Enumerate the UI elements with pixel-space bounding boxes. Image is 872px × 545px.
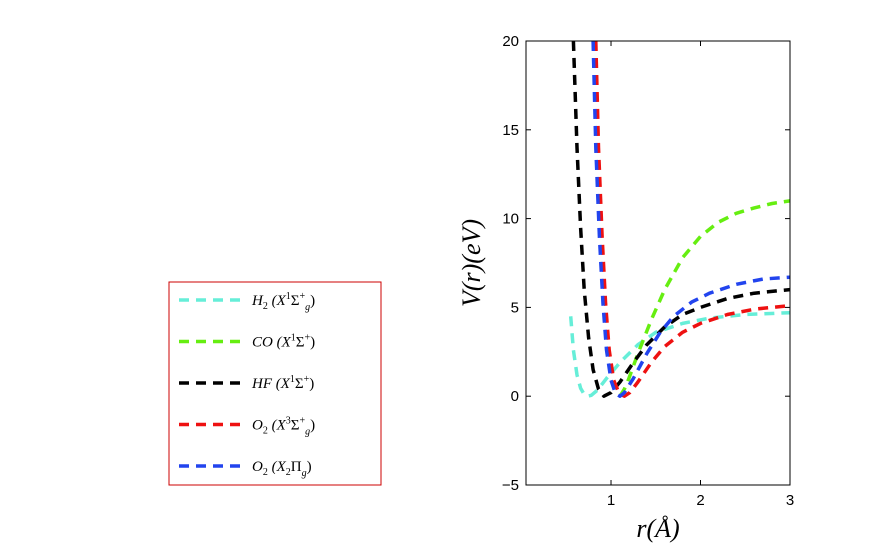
series-layer — [568, 41, 790, 398]
y-tick-label: 10 — [502, 211, 519, 228]
series-line-4 — [591, 41, 790, 398]
series-line-1 — [618, 199, 790, 398]
x-tick-label: 1 — [607, 492, 615, 509]
y-tick-label: 15 — [502, 122, 519, 139]
series-line-3 — [594, 41, 790, 398]
legend-label-2: HF (X1Σ+) — [251, 374, 314, 392]
legend-label-1: CO (X1Σ+) — [252, 333, 315, 351]
x-axis-title: r(Å) — [636, 514, 679, 543]
x-tick-label: 2 — [696, 492, 704, 509]
y-tick-label: 5 — [511, 299, 519, 316]
x-tick-label: 3 — [786, 492, 794, 509]
series-line-0 — [568, 310, 790, 398]
y-tick-label: 20 — [502, 33, 519, 50]
legend-label-3: O2 (X3Σ+g) — [252, 416, 315, 438]
y-tick-label: 0 — [511, 388, 519, 405]
legend-label-4: O2 (X2Πg) — [252, 459, 312, 479]
y-tick-label: −5 — [502, 477, 519, 494]
legend-label-0: H2 (X1Σ+g) — [251, 291, 315, 313]
series-line-2 — [571, 41, 790, 398]
y-axis-title: V(r)(eV) — [457, 219, 486, 307]
plot-frame — [525, 40, 791, 486]
legend: H2 (X1Σ+g) CO (X1Σ+) HF (X1Σ+) O2 (X3Σ+g) O2… — [179, 291, 315, 479]
ticks: 1 2 3 −5 0 5 10 15 20 — [502, 33, 794, 509]
